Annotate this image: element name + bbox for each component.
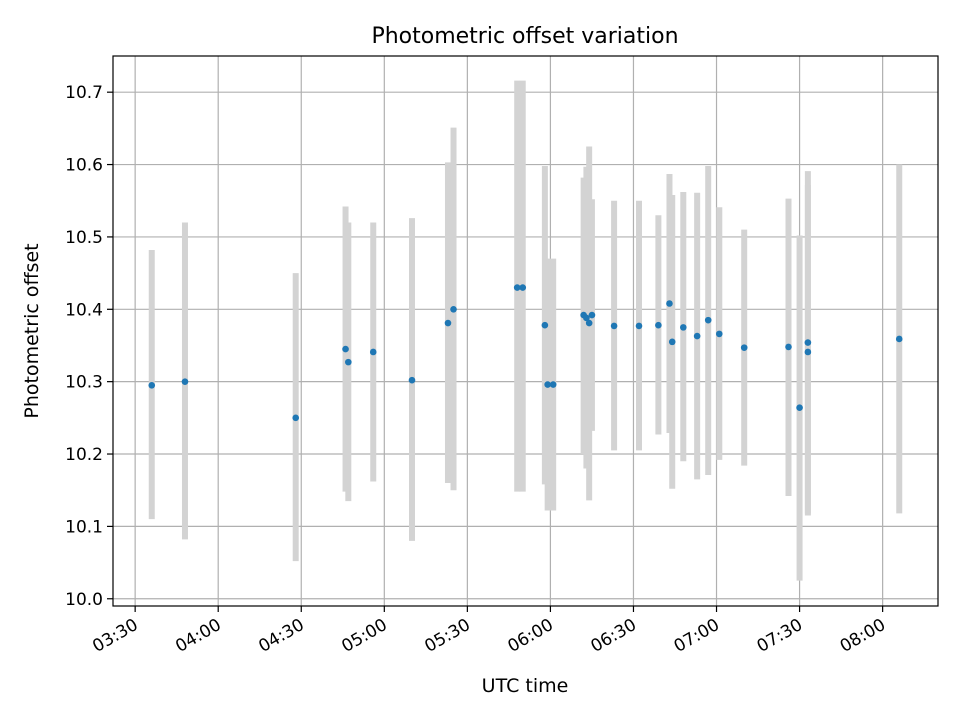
y-axis-label: Photometric offset xyxy=(21,243,43,418)
data-point xyxy=(693,332,701,340)
y-tick-label: 10.5 xyxy=(65,228,103,248)
data-point xyxy=(804,339,812,346)
data-point xyxy=(804,348,812,356)
y-tick-label: 10.7 xyxy=(65,83,103,103)
data-point xyxy=(148,381,156,389)
data-point xyxy=(588,311,596,319)
data-point xyxy=(292,414,300,422)
data-point xyxy=(655,321,662,329)
x-axis-label: UTC time xyxy=(482,675,569,697)
y-tick-label: 10.0 xyxy=(65,590,103,610)
data-point xyxy=(585,319,593,327)
data-point xyxy=(544,381,551,388)
y-tick-label: 10.2 xyxy=(65,445,103,465)
data-point xyxy=(668,338,676,346)
y-tick-label: 10.6 xyxy=(65,156,103,176)
data-point xyxy=(408,376,416,384)
data-point xyxy=(680,324,687,331)
chart-title: Photometric offset variation xyxy=(371,24,678,49)
data-point xyxy=(583,314,590,322)
y-tick-label: 10.4 xyxy=(65,300,103,320)
data-point xyxy=(610,322,618,330)
data-point xyxy=(345,358,352,366)
data-point xyxy=(450,305,457,313)
data-point xyxy=(519,284,527,291)
data-point xyxy=(513,284,521,291)
data-point xyxy=(444,319,452,327)
data-point xyxy=(796,404,803,412)
data-point xyxy=(715,330,723,338)
data-point xyxy=(704,316,712,324)
data-point xyxy=(342,345,349,353)
y-tick-label: 10.1 xyxy=(65,517,103,537)
y-tick-label: 10.3 xyxy=(65,373,103,393)
plot-frame xyxy=(112,55,939,607)
data-point xyxy=(740,344,748,351)
data-point xyxy=(181,378,189,385)
data-point xyxy=(895,335,903,343)
data-point xyxy=(666,300,673,307)
y-axis-ticks: 10.0 10.1 10.2 10.3 10.4 10.5 10.6 10.7 xyxy=(65,83,113,610)
data-points xyxy=(148,284,903,422)
data-point xyxy=(541,321,549,329)
data-point xyxy=(785,343,792,351)
data-point xyxy=(635,322,643,330)
data-point xyxy=(369,348,377,356)
data-point xyxy=(549,381,557,388)
